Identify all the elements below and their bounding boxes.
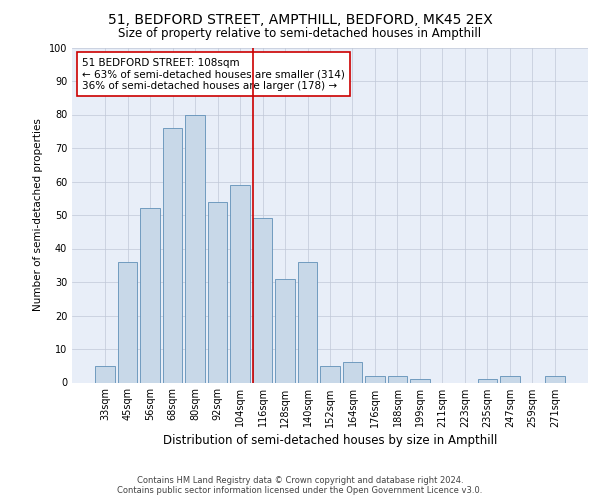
Bar (365, 376, 385, 382)
Bar (343, 362, 362, 382)
Bar (95, 366, 115, 382)
Bar (500, 376, 520, 382)
Bar (478, 379, 497, 382)
Bar (185, 114, 205, 382)
Y-axis label: Number of semi-detached properties: Number of semi-detached properties (33, 118, 43, 312)
Bar (320, 366, 340, 382)
Text: Contains HM Land Registry data © Crown copyright and database right 2024.
Contai: Contains HM Land Registry data © Crown c… (118, 476, 482, 495)
Text: 51 BEDFORD STREET: 108sqm
← 63% of semi-detached houses are smaller (314)
36% of: 51 BEDFORD STREET: 108sqm ← 63% of semi-… (82, 58, 345, 91)
Bar (298, 262, 317, 382)
Bar (230, 185, 250, 382)
Bar (545, 376, 565, 382)
X-axis label: Distribution of semi-detached houses by size in Ampthill: Distribution of semi-detached houses by … (163, 434, 497, 446)
Bar (118, 262, 137, 382)
Text: Size of property relative to semi-detached houses in Ampthill: Size of property relative to semi-detach… (118, 28, 482, 40)
Text: 51, BEDFORD STREET, AMPTHILL, BEDFORD, MK45 2EX: 51, BEDFORD STREET, AMPTHILL, BEDFORD, M… (107, 12, 493, 26)
Bar (275, 278, 295, 382)
Bar (253, 218, 272, 382)
Bar (388, 376, 407, 382)
Bar (163, 128, 182, 382)
Bar (410, 379, 430, 382)
Bar (208, 202, 227, 382)
Bar (140, 208, 160, 382)
